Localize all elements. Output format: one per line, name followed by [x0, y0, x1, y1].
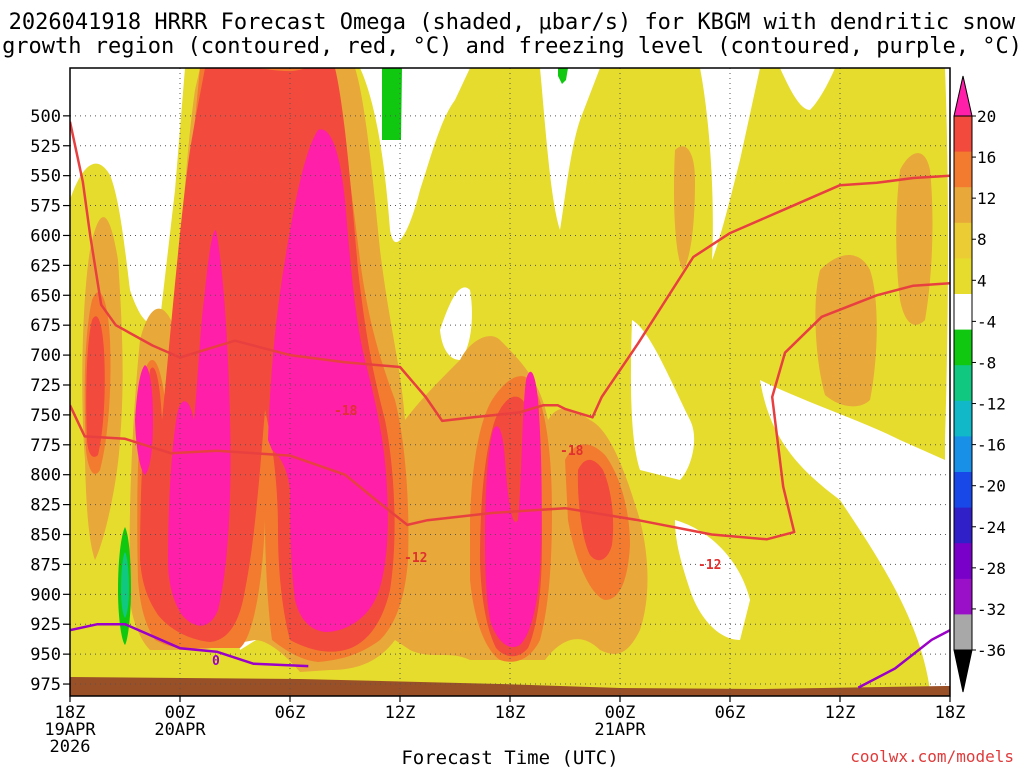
colorbar-label-3: 8: [977, 230, 987, 249]
y-tick-label-15: 875: [30, 555, 61, 575]
x-tick-label-4-0: 18Z: [495, 703, 526, 723]
contour-label-minus12-b: -12: [698, 558, 721, 573]
x-tick-label-1-0: 00Z: [165, 703, 196, 723]
contours: [70, 121, 950, 689]
colorbar-label-0: 20: [977, 107, 996, 126]
y-tick-label-5: 625: [30, 256, 61, 276]
y-tick-label-13: 825: [30, 496, 61, 516]
colorbar-swatch-3: [954, 222, 972, 259]
y-tick-label-8: 700: [30, 346, 61, 366]
x-tick-label-6-0: 06Z: [715, 703, 746, 723]
shade-white-gap-5: [440, 287, 472, 360]
colorbar-swatch-0: [954, 116, 972, 153]
contour-label-minus18-b: -18: [560, 444, 584, 459]
x-tick-label-5-0: 00Z: [605, 703, 636, 723]
colorbar-label-8: -16: [977, 436, 1006, 455]
colorbar-swatch-2: [954, 187, 972, 224]
shade-descent-teal: [121, 552, 129, 618]
colorbar-label-9: -20: [977, 477, 1006, 496]
chart-title-line1: 2026041918 HRRR Forecast Omega (shaded, …: [9, 10, 1016, 35]
colorbar-label-11: -28: [977, 559, 1006, 578]
colorbar-label-4: 4: [977, 271, 987, 290]
x-tick-label-0-2: 2026: [50, 737, 91, 757]
colorbar-label-12: -32: [977, 600, 1006, 619]
terrain-ground: [70, 677, 950, 696]
contour-line-2: [70, 622, 309, 668]
y-tick-label-12: 800: [30, 466, 61, 486]
colorbar-swatch-6: [954, 329, 972, 366]
contour-line-0: [70, 282, 950, 541]
shade-white-gap-1: [630, 320, 695, 480]
colorbar-label-1: 16: [977, 148, 996, 167]
colorbar-top-arrow: [953, 75, 973, 117]
colorbar-swatch-1: [954, 151, 972, 188]
contour-line-1: [70, 121, 950, 423]
colorbar-swatch-12: [954, 543, 972, 580]
colorbar-swatch-14: [954, 614, 972, 651]
colorbar-label-13: -36: [977, 641, 1006, 660]
x-tick-label-0-0: 18Z: [55, 703, 86, 723]
colorbar: 20 16 12 8 4 -4 -8 -12 -16 -20 -24 -28 -32 -36: [953, 75, 1006, 693]
colorbar-label-5: -4: [977, 312, 996, 331]
colorbar-label-10: -24: [977, 518, 1006, 537]
credit-text: coolwx.com/models: [850, 747, 1014, 766]
colorbar-label-2: 12: [977, 189, 996, 208]
shade-descent-green-2: [558, 68, 568, 84]
x-axis-label: Forecast Time (UTC): [401, 747, 618, 768]
y-tick-label-2: 550: [30, 167, 61, 187]
colorbar-swatch-5: [954, 294, 972, 331]
y-tick-label-4: 600: [30, 226, 61, 246]
y-tick-label-1: 525: [30, 137, 61, 157]
colorbar-swatch-10: [954, 472, 972, 509]
y-tick-label-18: 950: [30, 645, 61, 665]
shade-descent-green-1: [382, 68, 402, 140]
y-tick-label-0: 500: [30, 107, 61, 127]
omega-shading: [70, 68, 950, 696]
chart-title-line2: growth region (contoured, red, °C) and f…: [2, 34, 1022, 59]
colorbar-label-7: -12: [977, 395, 1006, 414]
colorbar-swatch-8: [954, 400, 972, 437]
y-tick-label-16: 900: [30, 585, 61, 605]
shade-white-gap-2: [760, 380, 945, 690]
y-tick-label-17: 925: [30, 615, 61, 635]
y-tick-label-6: 650: [30, 286, 61, 306]
x-tick-label-8-0: 18Z: [935, 703, 966, 723]
colorbar-bottom-arrow: [953, 649, 973, 693]
shade-white-gap-3: [675, 520, 750, 640]
y-tick-label-11: 775: [30, 436, 61, 456]
y-axis: 500 525 550 575 600 625 650 675 700 725 750 775 800 8…: [30, 107, 70, 695]
x-tick-label-5-1: 21APR: [594, 720, 646, 740]
y-tick-label-14: 850: [30, 526, 61, 546]
y-tick-label-3: 575: [30, 197, 61, 217]
colorbar-swatch-9: [954, 436, 972, 473]
colorbar-swatch-13: [954, 578, 972, 615]
contour-labels: -18 -18 -12 -12 0: [212, 404, 721, 669]
contour-label-minus12-a: -12: [404, 551, 427, 566]
x-tick-label-1-1: 20APR: [154, 720, 206, 740]
shade-gt20: [135, 129, 542, 648]
gridlines: [70, 68, 950, 696]
y-tick-label-7: 675: [30, 316, 61, 336]
x-tick-label-0-1: 19APR: [44, 720, 96, 740]
x-tick-label-3-0: 12Z: [385, 703, 416, 723]
y-tick-label-19: 975: [30, 675, 61, 695]
contour-label-minus18-a: -18: [334, 404, 358, 419]
colorbar-swatch-4: [954, 258, 972, 295]
colorbar-label-6: -8: [977, 353, 996, 372]
contour-label-zero: 0: [212, 654, 220, 669]
colorbar-swatch-11: [954, 507, 972, 544]
x-tick-label-7-0: 12Z: [825, 703, 856, 723]
y-tick-label-10: 750: [30, 406, 61, 426]
contour-line-3: [857, 629, 950, 689]
colorbar-swatch-7: [954, 365, 972, 402]
x-tick-label-2-0: 06Z: [275, 703, 306, 723]
y-tick-label-9: 725: [30, 376, 61, 396]
